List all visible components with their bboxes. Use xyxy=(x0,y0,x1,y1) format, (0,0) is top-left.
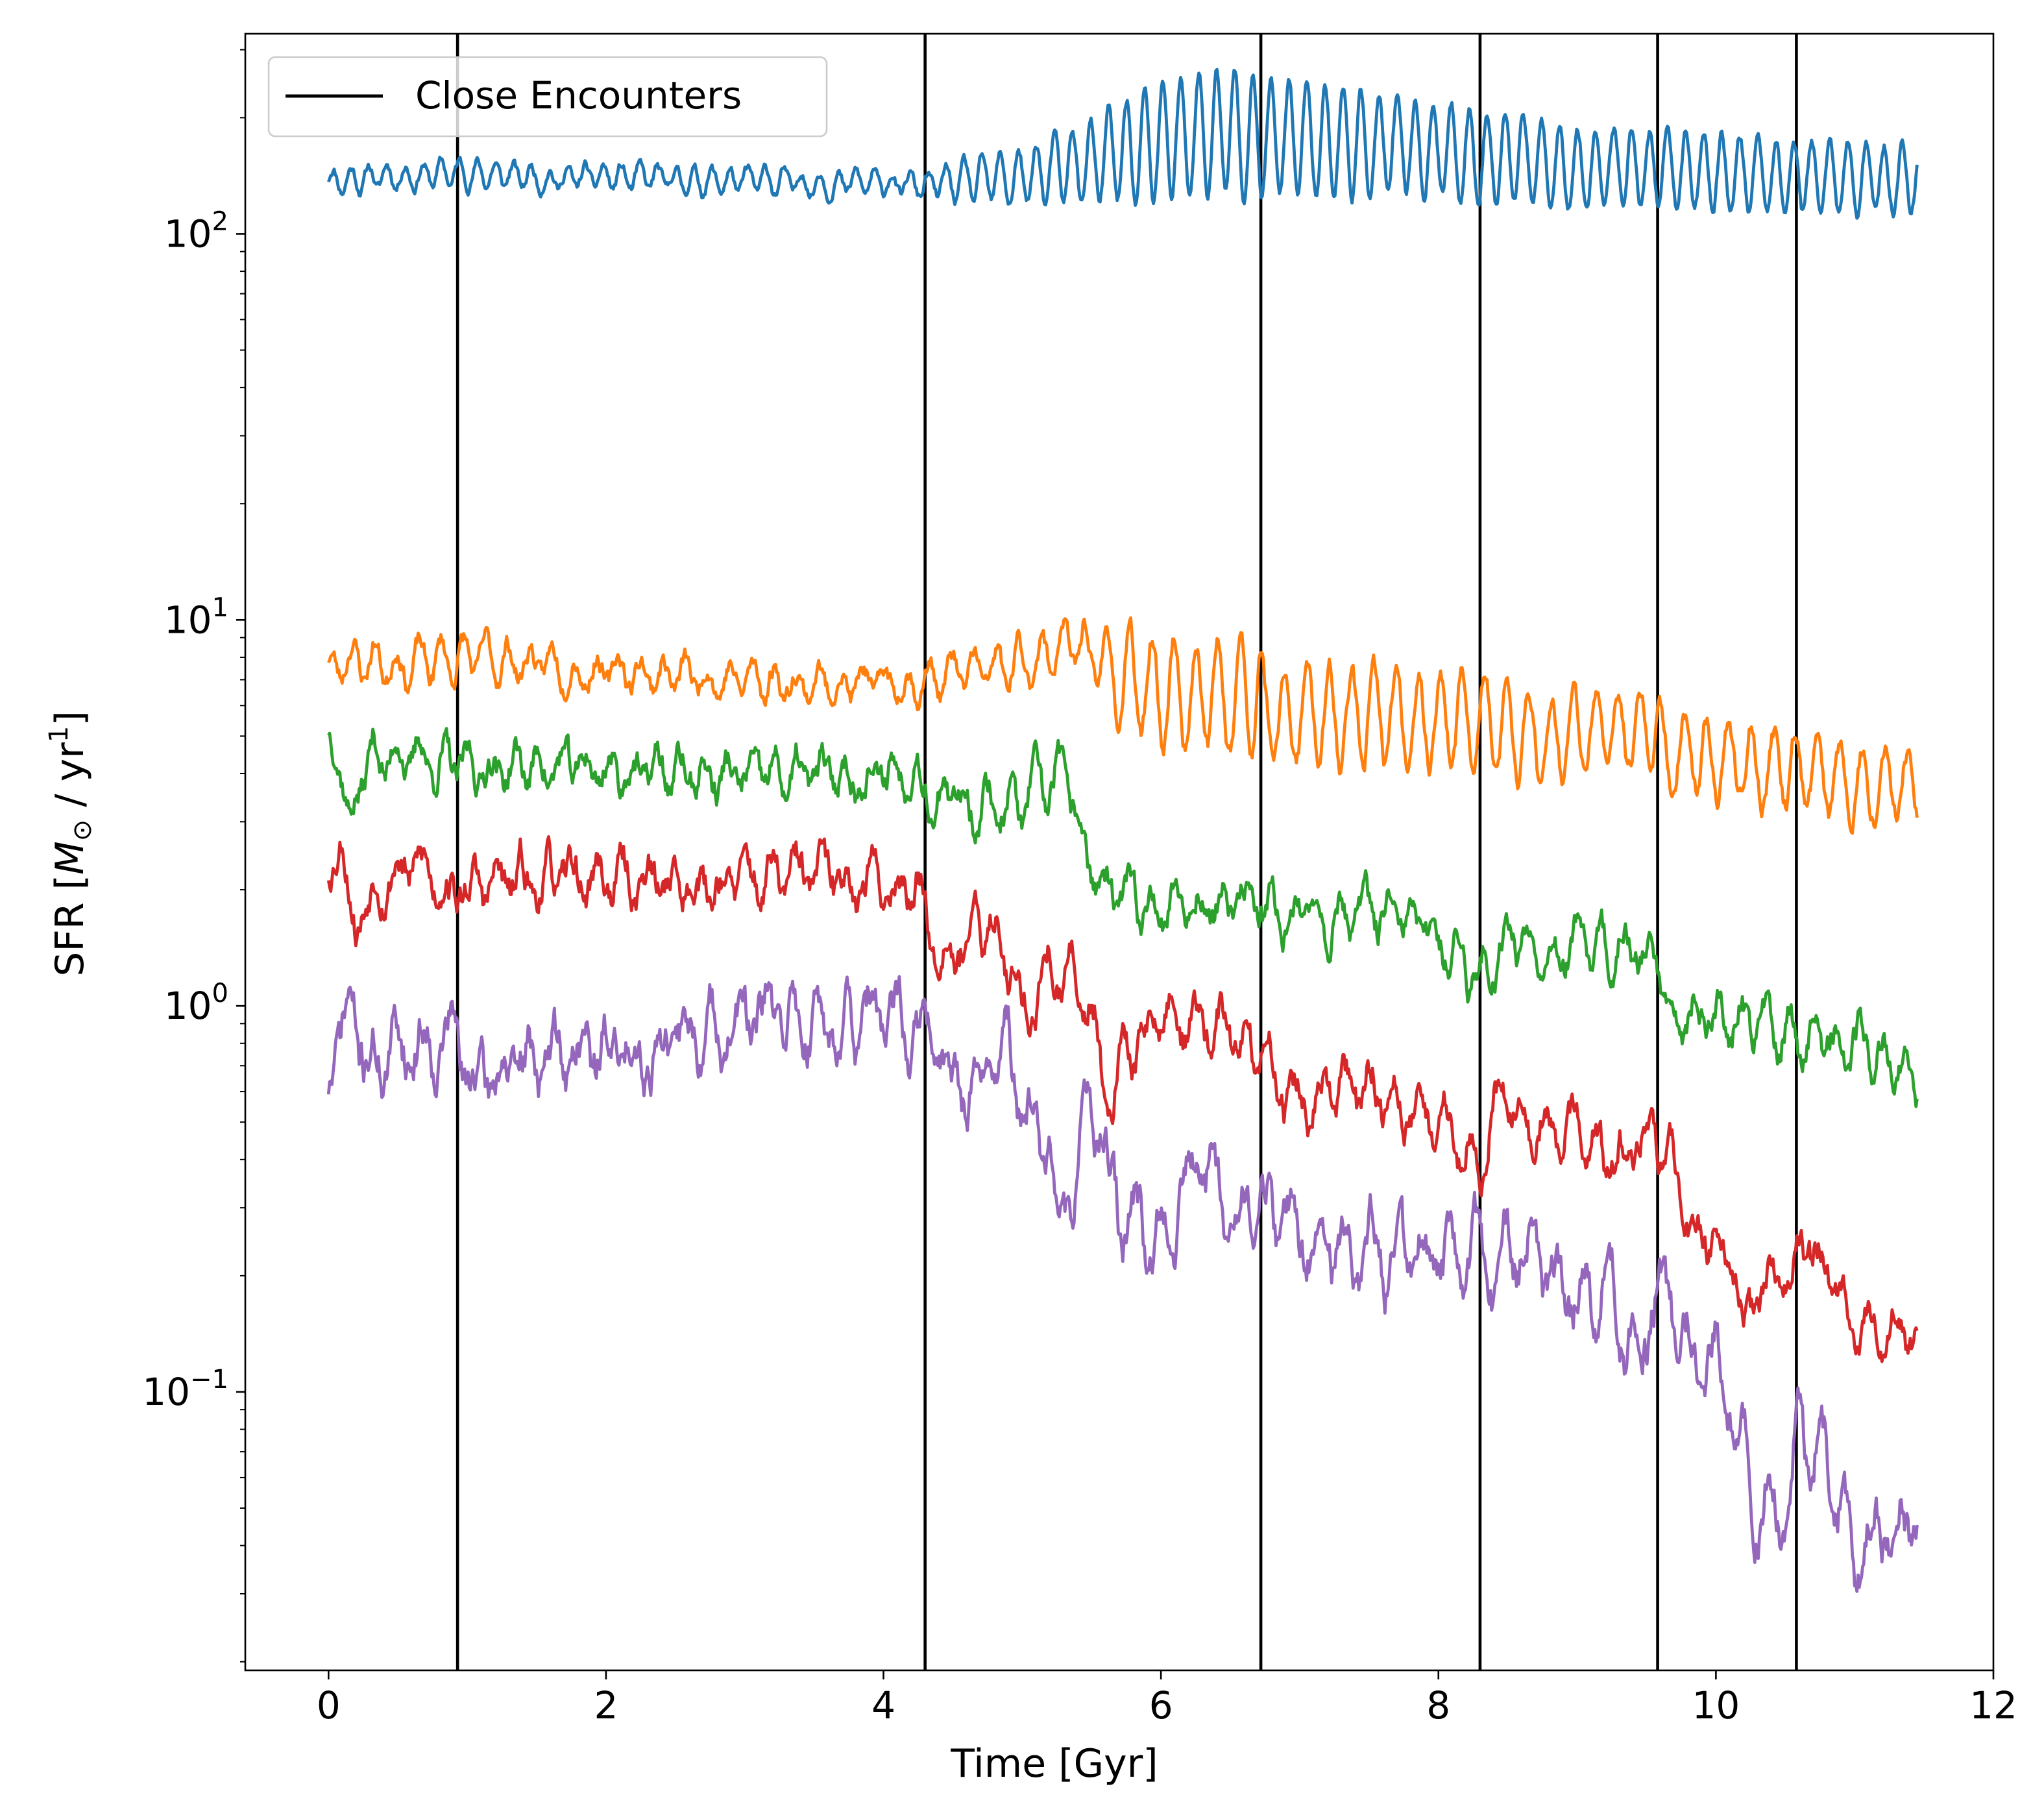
ylabel-text: SFR [ xyxy=(47,875,93,977)
y-tick-base: 10 xyxy=(164,598,212,642)
legend: Close Encounters xyxy=(267,56,828,138)
x-tick-label: 4 xyxy=(871,1683,895,1727)
y-tick-base: 10 xyxy=(142,1370,190,1414)
x-tick-label: 8 xyxy=(1426,1683,1450,1727)
series-lines xyxy=(326,67,1919,1593)
y-tick-base: 10 xyxy=(164,984,212,1028)
ylabel-text: / yr xyxy=(47,742,93,820)
y-tick-exponent: −1 xyxy=(190,1365,228,1395)
x-axis-label: Time [Gyr] xyxy=(950,1741,1158,1787)
series-line-3 xyxy=(327,727,1919,1108)
ylabel-superscript: 1 xyxy=(44,726,74,742)
y-tick-label: 102 xyxy=(164,206,228,256)
y-tick-label: 100 xyxy=(164,979,228,1028)
x-tick-label: 6 xyxy=(1149,1683,1173,1727)
legend-box xyxy=(267,56,828,138)
x-tick-label: 12 xyxy=(1969,1683,2017,1727)
y-tick-exponent: 1 xyxy=(212,592,228,622)
plot-frame xyxy=(244,32,1995,1672)
ylabel-subscript: ⊙ xyxy=(67,820,97,842)
y-tick-base: 10 xyxy=(164,212,212,256)
x-tick-label: 10 xyxy=(1692,1683,1740,1727)
y-tick-label: 10−1 xyxy=(142,1365,228,1414)
x-tick-label: 2 xyxy=(594,1683,618,1727)
series-line-5 xyxy=(326,975,1919,1593)
y-tick-exponent: 0 xyxy=(212,979,228,1008)
x-axis: 0 2 4 6 8 10 12 xyxy=(317,1670,2017,1727)
x-tick-label: 0 xyxy=(317,1683,341,1727)
y-axis-label: SFR [M⊙ / yr1] xyxy=(44,711,97,977)
series-line-1 xyxy=(327,67,1919,220)
y-tick-label: 101 xyxy=(164,592,228,642)
series-line-4 xyxy=(326,835,1919,1363)
series-line-2 xyxy=(327,616,1919,835)
legend-entry-close-encounters: Close Encounters xyxy=(415,73,742,117)
ylabel-symbol: M xyxy=(47,841,93,875)
y-tick-exponent: 2 xyxy=(212,206,228,236)
ylabel-text: ] xyxy=(47,711,93,726)
encounter-lines xyxy=(456,34,1798,1670)
